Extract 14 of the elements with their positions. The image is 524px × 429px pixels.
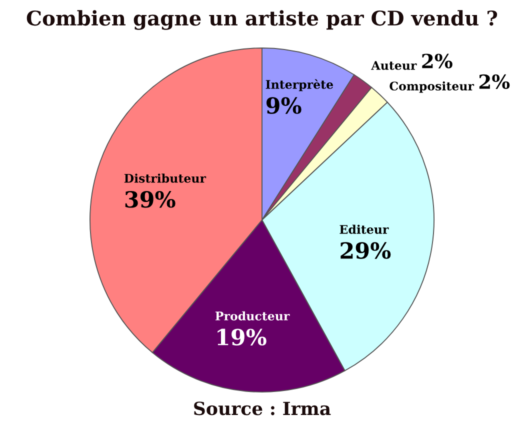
slice-label: Compositeur — [390, 81, 474, 93]
slice-label: Interprète — [266, 79, 334, 92]
slice-label: Auteur — [371, 61, 417, 70]
data-label: 19% — [218, 328, 266, 346]
data-label: 39% — [125, 190, 176, 208]
data-label: 2% — [422, 54, 452, 68]
slice-label: Distributeur — [124, 174, 206, 183]
data-label: 29% — [340, 242, 391, 259]
source-note: Source : Irma — [194, 402, 331, 416]
data-label: 2% — [479, 74, 510, 90]
slice-label: Editeur — [340, 224, 389, 234]
chart-title: Combien gagne un artiste par CD vendu ? — [26, 10, 498, 30]
data-label: 9% — [266, 97, 302, 114]
slice-label: Producteur — [215, 311, 290, 320]
